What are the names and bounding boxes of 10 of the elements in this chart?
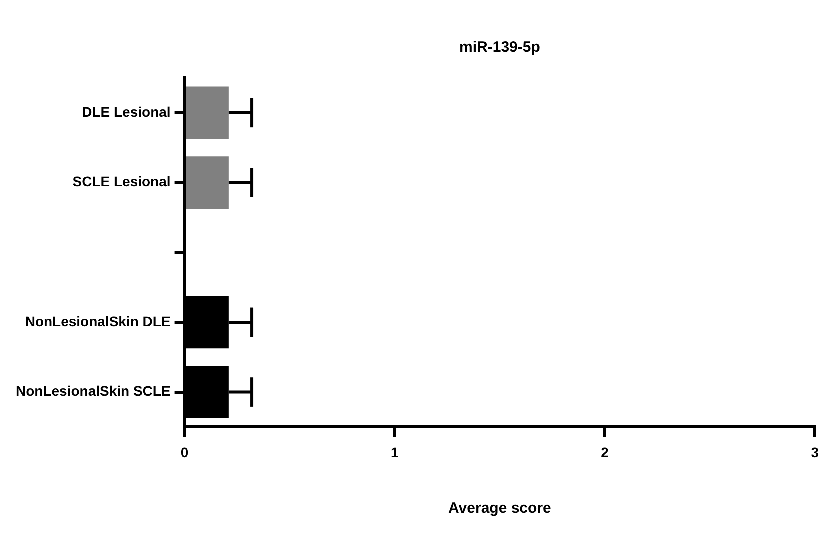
- y-tick-label: NonLesionalSkin DLE: [25, 313, 171, 330]
- x-tick-label: 2: [601, 444, 610, 460]
- x-tick-label: 3: [811, 444, 820, 460]
- y-tick-label: DLE Lesional: [82, 104, 171, 120]
- x-tick-label: 1: [391, 444, 400, 460]
- chart-title: miR-139-5p: [460, 39, 540, 56]
- y-tick-label: NonLesionalSkin SCLE: [16, 383, 171, 400]
- y-tick-label: SCLE Lesional: [72, 174, 171, 190]
- x-axis-title: Average score: [448, 500, 552, 518]
- x-tick-label: 0: [180, 444, 189, 460]
